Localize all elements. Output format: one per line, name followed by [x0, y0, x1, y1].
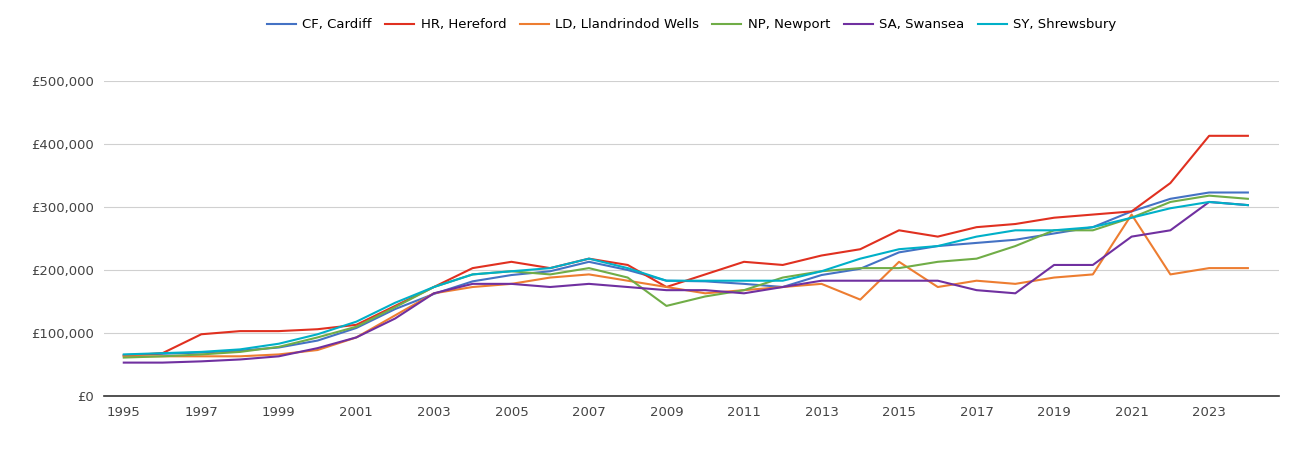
Legend: CF, Cardiff, HR, Hereford, LD, Llandrindod Wells, NP, Newport, SA, Swansea, SY, : CF, Cardiff, HR, Hereford, LD, Llandrind…	[266, 18, 1117, 32]
